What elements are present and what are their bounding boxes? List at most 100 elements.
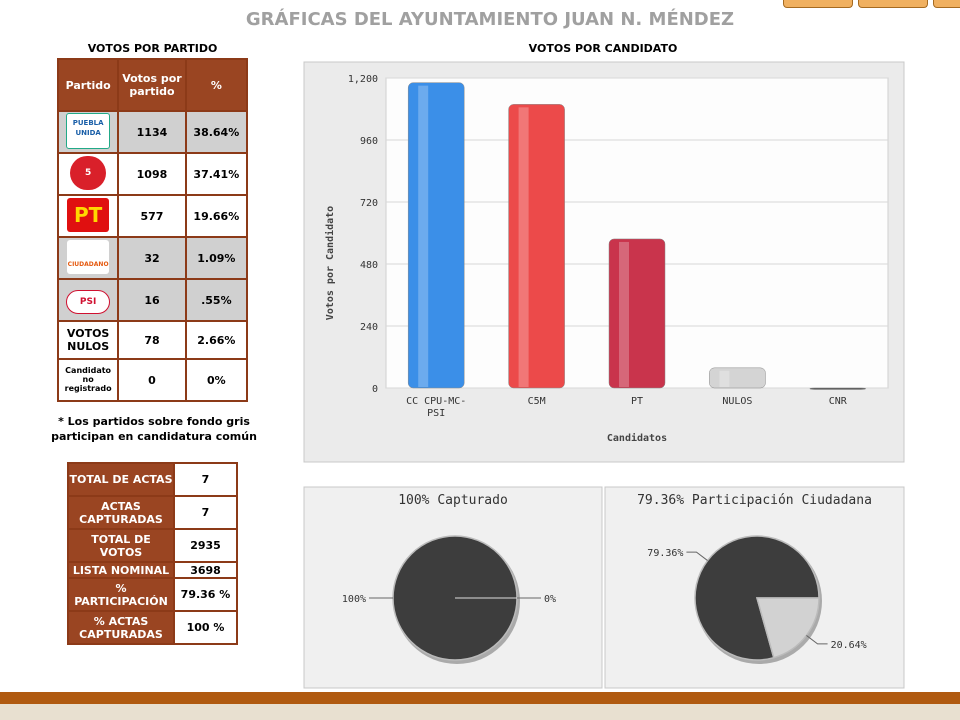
summary-label: % ACTAS CAPTURADAS xyxy=(67,610,175,645)
party-cell: VOTOS NULOS xyxy=(56,320,120,360)
row-label: Candidato no registrado xyxy=(64,366,112,393)
bar-highlight xyxy=(719,370,730,387)
party-cell: Candidato no registrado xyxy=(56,358,120,402)
summary-row: TOTAL DE ACTAS 7 xyxy=(67,462,238,497)
y-tick-label: 480 xyxy=(360,260,378,271)
chart-title: 100% Capturado xyxy=(398,493,508,508)
y-axis-label: Votos por Candidato xyxy=(324,206,336,320)
pct-cell: 37.41% xyxy=(184,152,249,196)
chart-title: VOTOS POR CANDIDATO xyxy=(529,42,678,55)
header-cell: % xyxy=(184,58,249,112)
footer-bar xyxy=(0,692,960,720)
pct-cell: .55% xyxy=(184,278,249,322)
bar xyxy=(508,104,565,389)
summary-label: TOTAL DE VOTOS xyxy=(67,528,175,563)
bar-highlight xyxy=(619,241,629,387)
y-tick-label: 960 xyxy=(360,136,378,147)
pct-cell: 1.09% xyxy=(184,236,249,280)
votes-cell: 32 xyxy=(117,236,187,280)
party-logo: PSI xyxy=(66,289,111,314)
party-row: PSI 16.55% xyxy=(56,278,249,322)
bar xyxy=(709,367,766,389)
header-cell: Partido xyxy=(56,58,120,112)
party-logo: 5 Mayo xyxy=(70,155,107,190)
page-title: GRÁFICAS DEL AYUNTAMIENTO JUAN N. MÉNDEZ xyxy=(245,9,735,30)
party-cell: PT xyxy=(56,194,120,238)
slice-label: 20.64% xyxy=(831,640,867,651)
summary-label: % PARTICIPACIÓN xyxy=(67,577,175,612)
party-logo: CIUDADANO xyxy=(67,239,110,274)
summary-row: TOTAL DE VOTOS 2935 xyxy=(67,528,238,563)
party-cell: CIUDADANO xyxy=(56,236,120,280)
party-row: PUEBLA UNIDA 1134 38.64% xyxy=(56,110,249,154)
y-tick-label: 240 xyxy=(360,322,378,333)
party-cell: PSI xyxy=(56,278,120,322)
bar xyxy=(809,387,867,390)
bar xyxy=(407,82,465,389)
pct-cell: 0% xyxy=(184,358,249,402)
pct-cell: 19.66% xyxy=(184,194,249,238)
party-logo: PT xyxy=(67,197,110,232)
party-row: VOTOS NULOS 78 2.66% xyxy=(56,320,249,360)
summary-row: % PARTICIPACIÓN 79.36 % xyxy=(67,577,238,612)
votes-cell: 1098 xyxy=(117,152,187,196)
header-cell: Votos por partido xyxy=(117,58,187,112)
x-tick-label: NULOS xyxy=(722,396,752,407)
charts: VOTOS POR CANDIDATO Candidatos Votos por C… xyxy=(303,42,905,689)
summary-label: LISTA NOMINAL xyxy=(67,561,175,579)
votes-cell: 577 xyxy=(117,194,187,238)
summary-row: ACTAS CAPTURADAS 7 xyxy=(67,495,238,530)
summary-value: 2935 xyxy=(173,528,238,563)
party-row: PT 577 19.66% xyxy=(56,194,249,238)
x-tick-label: CNR xyxy=(829,396,848,407)
party-row: CIUDADANO 32 1.09% xyxy=(56,236,249,280)
slice-label: 100% xyxy=(342,594,366,605)
y-tick-label: 720 xyxy=(360,198,378,209)
x-axis-label: Candidatos xyxy=(607,432,667,444)
summary-row: LISTA NOMINAL 3698 xyxy=(67,561,238,579)
top-tab[interactable] xyxy=(783,0,853,8)
votes-cell: 78 xyxy=(117,320,187,360)
top-tab[interactable] xyxy=(858,0,928,8)
y-tick-label: 1,200 xyxy=(348,74,378,85)
summary-value: 7 xyxy=(173,462,238,497)
votes-cell: 0 xyxy=(117,358,187,402)
bar xyxy=(608,238,666,389)
x-tick-label: C5M xyxy=(528,396,546,407)
bar-highlight xyxy=(418,85,429,388)
summary-value: 79.36 % xyxy=(173,577,238,612)
summary-row: % ACTAS CAPTURADAS 100 % xyxy=(67,610,238,645)
party-table: Partido Votos por partido% PUEBLA UNIDA 113… xyxy=(56,58,249,402)
summary-label: ACTAS CAPTURADAS xyxy=(67,495,175,530)
summary-value: 7 xyxy=(173,495,238,530)
party-cell: PUEBLA UNIDA xyxy=(56,110,120,154)
party-logo: PUEBLA UNIDA xyxy=(66,112,111,149)
header-row: Partido Votos por partido% xyxy=(56,58,249,112)
pct-cell: 38.64% xyxy=(184,110,249,154)
pie-slice xyxy=(756,597,820,659)
votes-cell: 16 xyxy=(117,278,187,322)
y-tick-label: 0 xyxy=(372,384,378,395)
party-cell: 5 Mayo xyxy=(56,152,120,196)
summary-table: TOTAL DE ACTAS 7 ACTAS CAPTURADAS 7 TOTAL DE… xyxy=(67,462,238,645)
table-title: VOTOS POR PARTIDO xyxy=(87,42,218,55)
pct-cell: 2.66% xyxy=(184,320,249,360)
top-tab[interactable] xyxy=(933,0,960,8)
bar-highlight xyxy=(518,107,529,387)
chart-title: 79.36% Participación Ciudadana xyxy=(637,493,872,508)
slice-label: 79.36% xyxy=(647,548,683,559)
summary-label: TOTAL DE ACTAS xyxy=(67,462,175,497)
label-leader xyxy=(806,635,828,645)
summary-value: 3698 xyxy=(173,561,238,579)
slice-label: 0% xyxy=(544,594,556,605)
x-tick-label: PT xyxy=(631,396,643,407)
summary-value: 100 % xyxy=(173,610,238,645)
label-leader xyxy=(686,551,708,561)
votes-cell: 1134 xyxy=(117,110,187,154)
x-tick-label: CC CPU-MC-PSI xyxy=(406,396,466,419)
table-note: * Los partidos sobre fondo gris particip… xyxy=(51,415,257,443)
party-row: Candidato no registrado 0 0% xyxy=(56,358,249,402)
row-label: VOTOS NULOS xyxy=(66,327,110,353)
